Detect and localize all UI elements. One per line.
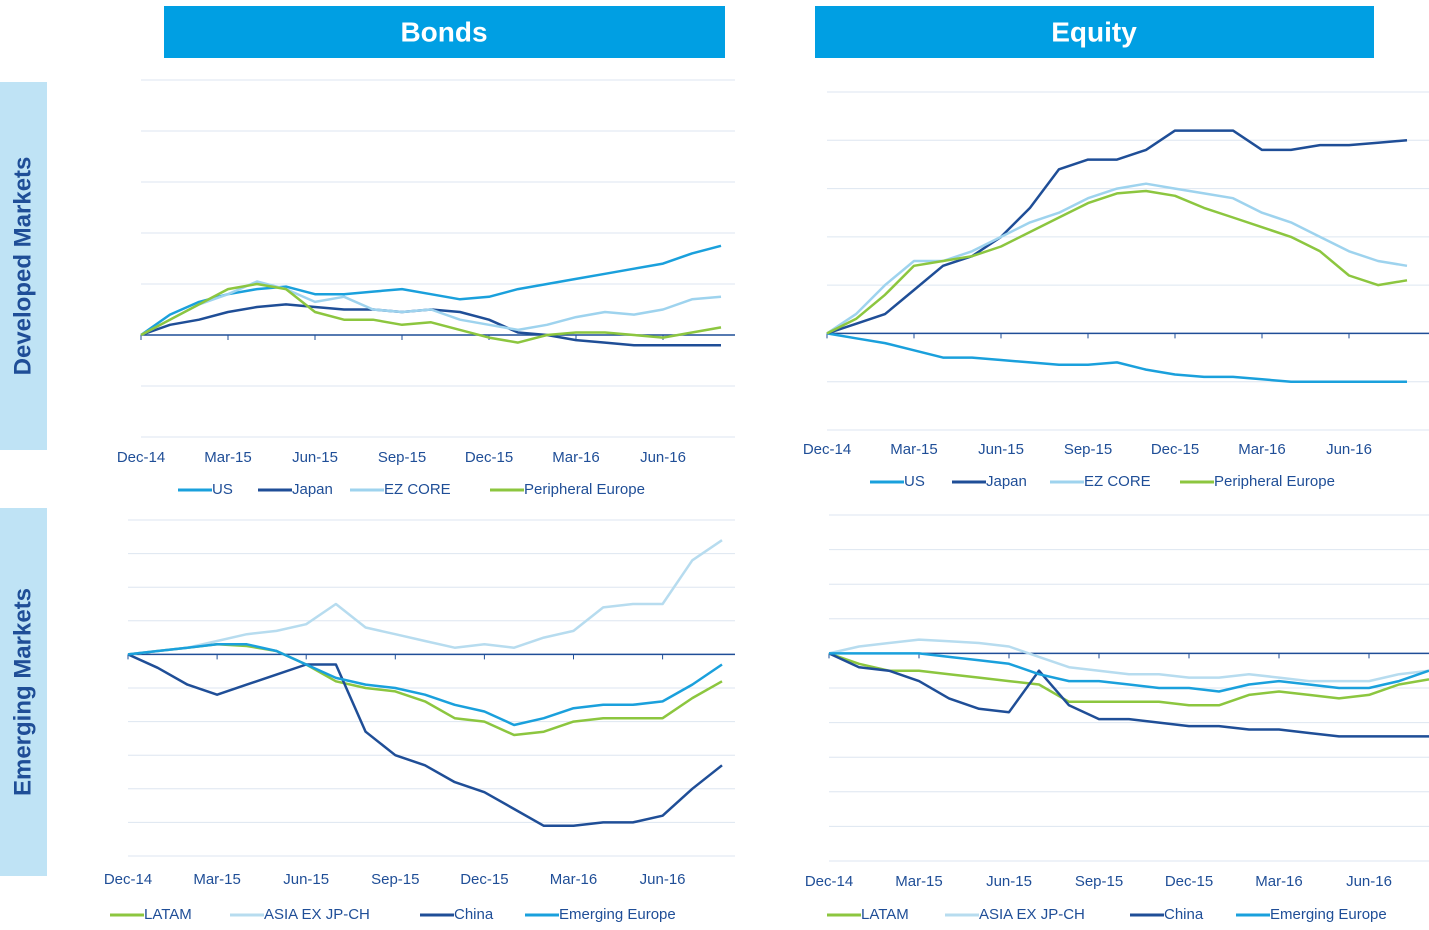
legend-label: Japan	[292, 481, 333, 498]
x-tick-label: Jun-16	[1326, 441, 1372, 458]
header: Equity	[1051, 16, 1137, 47]
x-tick-label: Mar-16	[1255, 873, 1303, 890]
header-box	[164, 6, 725, 58]
series-line	[826, 129, 1408, 335]
series-line	[828, 652, 1429, 738]
series-line	[127, 653, 723, 828]
x-tick-label: Mar-15	[890, 441, 938, 458]
series-line	[140, 244, 722, 337]
x-tick-label: Jun-16	[640, 449, 686, 466]
legend-label: Emerging Europe	[1270, 906, 1387, 923]
legend-label: US	[904, 473, 925, 490]
legend-label: China	[454, 906, 494, 923]
legend-label: ASIA EX JP-CH	[264, 906, 370, 923]
row-box	[0, 82, 47, 450]
x-tick-label: Jun-15	[283, 871, 329, 888]
x-tick-label: Sep-15	[371, 871, 419, 888]
x-tick-label: Dec-14	[803, 441, 851, 458]
series-line	[826, 189, 1408, 335]
x-tick-label: Sep-15	[1075, 873, 1123, 890]
header: Bonds	[400, 16, 487, 47]
x-tick-label: Jun-16	[1346, 873, 1392, 890]
x-tick-label: Jun-15	[986, 873, 1032, 890]
legend-label: Emerging Europe	[559, 906, 676, 923]
x-tick-label: Sep-15	[1064, 441, 1112, 458]
series-line	[828, 638, 1429, 683]
series-line	[127, 539, 723, 656]
x-tick-label: Dec-14	[805, 873, 853, 890]
x-tick-label: Jun-15	[292, 449, 338, 466]
header-box	[815, 6, 1374, 58]
row-label: Developed Markets	[9, 157, 36, 376]
x-tick-label: Dec-15	[465, 449, 513, 466]
legend-label: EZ CORE	[1084, 473, 1151, 490]
legend-label: LATAM	[861, 906, 909, 923]
x-tick-label: Mar-16	[550, 871, 598, 888]
x-tick-label: Dec-14	[104, 871, 152, 888]
series-line	[140, 282, 722, 344]
x-tick-label: Jun-16	[640, 871, 686, 888]
series-line	[127, 643, 723, 727]
x-tick-label: Mar-16	[1238, 441, 1286, 458]
series-line	[826, 182, 1408, 335]
x-tick-label: Dec-14	[117, 449, 165, 466]
row-box	[0, 508, 47, 876]
legend-label: EZ CORE	[384, 481, 451, 498]
legend-label: Peripheral Europe	[524, 481, 645, 498]
x-tick-label: Jun-15	[978, 441, 1024, 458]
series-line	[140, 280, 722, 337]
series-line	[826, 332, 1407, 383]
x-tick-label: Dec-15	[460, 871, 508, 888]
x-tick-label: Sep-15	[378, 449, 426, 466]
legend-label: Japan	[986, 473, 1027, 490]
x-tick-label: Dec-15	[1165, 873, 1213, 890]
legend-label: LATAM	[144, 906, 192, 923]
x-tick-label: Mar-15	[193, 871, 241, 888]
x-tick-label: Mar-15	[204, 449, 252, 466]
legend-label: Peripheral Europe	[1214, 473, 1335, 490]
series-line	[828, 652, 1429, 707]
legend-label: US	[212, 481, 233, 498]
row-label: Emerging Markets	[9, 588, 36, 796]
series-line	[829, 652, 1429, 693]
legend-label: ASIA EX JP-CH	[979, 906, 1085, 923]
x-tick-label: Mar-15	[895, 873, 943, 890]
legend-label: China	[1164, 906, 1204, 923]
x-tick-label: Dec-15	[1151, 441, 1199, 458]
x-tick-label: Mar-16	[552, 449, 600, 466]
